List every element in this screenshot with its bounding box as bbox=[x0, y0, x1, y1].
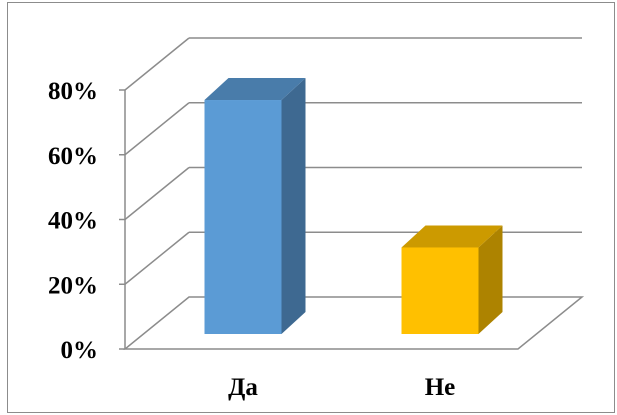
gridline-diagonal bbox=[124, 166, 190, 221]
y-tick-labels: 0% 20% 40% 60% 80% bbox=[48, 78, 98, 364]
bar-top bbox=[204, 78, 306, 101]
bar-top bbox=[401, 225, 503, 248]
gridline-diagonal bbox=[124, 102, 190, 156]
axes bbox=[119, 89, 585, 350]
gridline-diagonal bbox=[124, 231, 190, 285]
gridline-diagonal bbox=[124, 37, 190, 91]
x-category-label: Да bbox=[228, 374, 258, 401]
y-tick-label: 60% bbox=[48, 143, 98, 170]
gridlines bbox=[124, 37, 582, 285]
bar-1 bbox=[204, 78, 306, 334]
bar-side bbox=[478, 225, 503, 334]
bar-side bbox=[281, 78, 306, 334]
bar-front bbox=[204, 100, 282, 334]
bar-2 bbox=[401, 225, 503, 334]
x-category-labels: Да Не bbox=[228, 374, 455, 401]
bars bbox=[204, 78, 503, 334]
floor-plane bbox=[122, 296, 585, 350]
bar-front bbox=[401, 247, 479, 334]
x-category-label: Не bbox=[425, 374, 456, 401]
chart-frame bbox=[7, 2, 615, 413]
y-tick-label: 40% bbox=[48, 208, 98, 235]
y-tick-label: 80% bbox=[48, 78, 98, 105]
y-tick-label: 20% bbox=[48, 272, 98, 299]
y-tick-label: 0% bbox=[61, 337, 99, 364]
